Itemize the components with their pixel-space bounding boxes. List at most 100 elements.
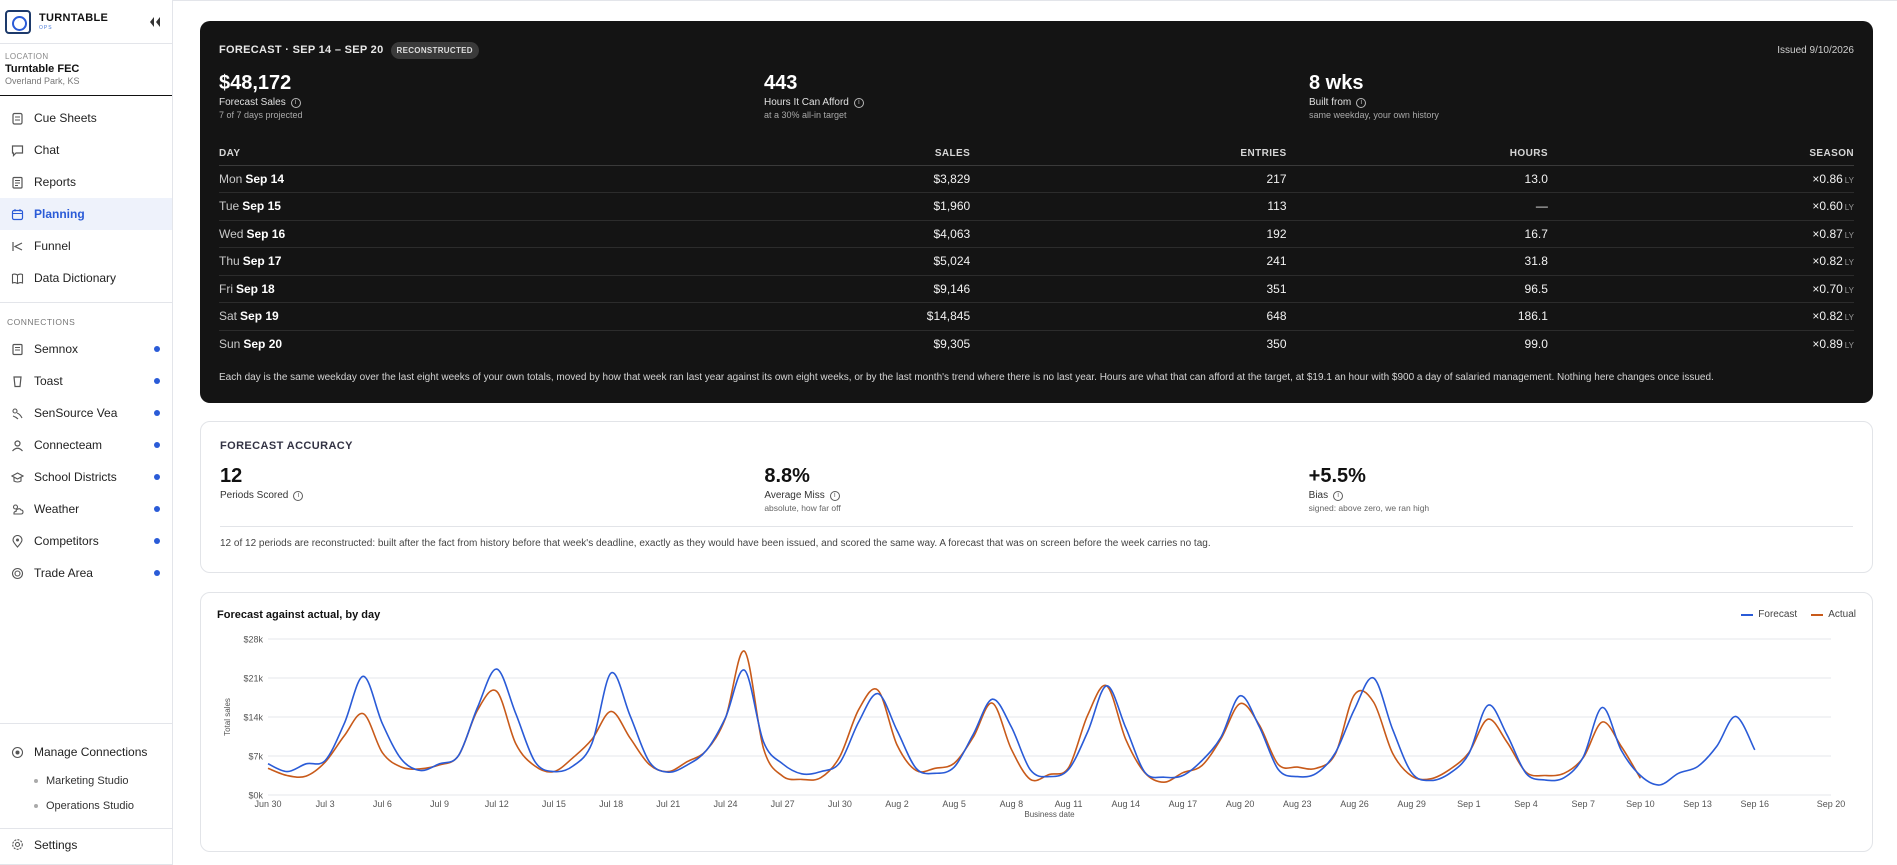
kpi-forecast-sales: $48,172 Forecast Sales i 7 of 7 days proj… — [219, 71, 764, 131]
connection-school-districts[interactable]: School Districts — [0, 461, 172, 493]
y-axis-label: Total sales — [223, 698, 232, 736]
season-value: ×0.82 — [1812, 309, 1843, 324]
table-row: Sat Sep 19 $14,845 648 186.1 ×0.82 LY — [219, 302, 1854, 331]
cell-entries: 351 — [970, 275, 1287, 303]
pin-icon — [10, 534, 24, 548]
kpi-label-text: Hours It Can Afford — [764, 97, 849, 108]
legend-swatch — [1741, 613, 1754, 616]
accuracy-kpis: 12 Periods Scored i 8.8% Average Miss i ab… — [220, 464, 1853, 527]
x-tick-label: Jul 27 — [771, 799, 795, 809]
info-icon[interactable]: i — [853, 97, 864, 108]
info-icon[interactable]: i — [1356, 97, 1367, 108]
connection-label: Semnox — [34, 342, 79, 356]
kpi-value: 8 wks — [1309, 72, 1364, 94]
connection-semnox[interactable]: Semnox — [0, 333, 172, 365]
info-icon[interactable]: i — [829, 490, 840, 501]
connection-competitors[interactable]: Competitors — [0, 525, 172, 557]
main-content: FORECAST · SEP 14 – SEP 20 RECONSTRUCTED… — [173, 0, 1897, 865]
info-icon[interactable]: i — [290, 97, 301, 108]
connections-nav: Semnox Toast SenSource Vea Connecteam Sc — [0, 333, 172, 589]
season-suffix: LY — [1844, 203, 1854, 213]
location-selector[interactable]: LOCATION Turntable FEC Overland Park, KS — [0, 44, 172, 96]
legend-item-forecast[interactable]: Forecast — [1741, 609, 1797, 620]
connection-connecteam[interactable]: Connecteam — [0, 429, 172, 461]
plug-icon — [10, 745, 24, 759]
cell-season: ×0.70 LY — [1547, 275, 1854, 303]
cell-sales: $1,960 — [672, 192, 971, 221]
x-tick-label: Jul 18 — [599, 799, 623, 809]
kpi-sub: signed: above zero, we ran high — [1308, 503, 1430, 513]
x-tick-label: Jul 12 — [485, 799, 509, 809]
table-header-row: DAY SALES ENTRIES HOURS SEASON — [219, 143, 1854, 166]
table-row: Mon Sep 14 $3,829 217 13.0 ×0.86 LY — [219, 165, 1854, 193]
season-value: ×0.86 — [1812, 171, 1843, 186]
x-tick-label: Jul 15 — [542, 799, 566, 809]
marketing-studio-link[interactable]: Marketing Studio — [0, 768, 172, 793]
x-tick-label: Aug 17 — [1169, 799, 1198, 809]
cell-day: Mon Sep 14 — [219, 165, 673, 193]
cell-sales: $9,146 — [672, 275, 971, 303]
cell-date: Sep 17 — [242, 254, 282, 269]
connection-label: Weather — [34, 502, 80, 516]
kpi-bias: +5.5% Bias i signed: above zero, we ran h… — [1309, 464, 1853, 526]
nav-item-reports[interactable]: Reports — [0, 166, 172, 198]
x-tick-label: Sep 16 — [1740, 799, 1769, 809]
manage-connections-link[interactable]: Manage Connections — [0, 736, 172, 768]
reconstructed-badge: RECONSTRUCTED — [390, 41, 479, 59]
y-tick-label: $14k — [243, 713, 263, 723]
cell-hours: 96.5 — [1286, 275, 1548, 303]
x-tick-label: Aug 14 — [1111, 799, 1140, 809]
x-tick-label: Jul 6 — [373, 799, 392, 809]
location-label: LOCATION — [5, 52, 49, 61]
connections-heading: CONNECTIONS — [0, 302, 172, 333]
cell-date: Sep 16 — [246, 226, 286, 241]
cell-hours: 13.0 — [1286, 165, 1548, 193]
operations-studio-link[interactable]: Operations Studio — [0, 793, 172, 818]
kpi-label-text: Built from — [1309, 97, 1352, 108]
brand-name: TURNTABLE — [39, 11, 109, 24]
nav-item-planning[interactable]: Planning — [0, 198, 172, 230]
info-icon[interactable]: i — [1333, 490, 1344, 501]
nav-item-data-dictionary[interactable]: Data Dictionary — [0, 262, 172, 294]
info-icon[interactable]: i — [293, 490, 304, 501]
column-header: DAY — [219, 143, 673, 166]
collapse-sidebar-icon[interactable] — [144, 11, 166, 33]
kpi-label: Built from i — [1309, 97, 1854, 108]
cell-entries: 192 — [970, 220, 1287, 248]
forecast-title: FORECAST · SEP 14 – SEP 20 — [219, 44, 384, 56]
x-tick-label: Sep 4 — [1514, 799, 1538, 809]
connection-sensource-vea[interactable]: SenSource Vea — [0, 397, 172, 429]
connection-toast[interactable]: Toast — [0, 365, 172, 397]
x-tick-label: Jul 9 — [430, 799, 449, 809]
season-suffix: LY — [1844, 285, 1854, 295]
nav-item-cue-sheets[interactable]: Cue Sheets — [0, 102, 172, 134]
kpi-label-text: Forecast Sales — [219, 97, 286, 108]
legend-item-actual[interactable]: Actual — [1811, 609, 1856, 620]
calendar-icon — [10, 207, 24, 221]
cell-sales: $9,305 — [933, 337, 971, 351]
kpi-sub: absolute, how far off — [764, 503, 841, 513]
column-header: SALES — [672, 143, 971, 166]
main-nav: Cue Sheets Chat Reports Planning Funnel … — [0, 96, 172, 294]
cell-sales: $5,024 — [672, 247, 971, 276]
sidebar-footer: Manage Connections Marketing Studio Oper… — [0, 723, 172, 865]
nav-item-funnel[interactable]: Funnel — [0, 230, 172, 262]
connection-trade-area[interactable]: Trade Area — [0, 557, 172, 589]
kpi-sub: at a 30% all-in target — [764, 110, 847, 120]
nav-item-chat[interactable]: Chat — [0, 134, 172, 166]
accuracy-card: FORECAST ACCURACY 12 Periods Scored i 8.8… — [200, 421, 1873, 573]
forecast-table: DAY SALES ENTRIES HOURS SEASON Mon Sep 14… — [219, 143, 1854, 358]
table-row: Thu Sep 17 $5,024 241 31.8 ×0.82 LY — [219, 247, 1854, 276]
season-value: ×0.89 — [1812, 337, 1843, 351]
x-tick-label: Aug 26 — [1340, 799, 1369, 809]
kpi-periods-scored: 12 Periods Scored i — [220, 464, 764, 526]
column-header: HOURS — [1286, 143, 1548, 166]
settings-link[interactable]: Settings — [0, 828, 172, 860]
connection-weather[interactable]: Weather — [0, 493, 172, 525]
cell-day: Wed Sep 16 — [219, 220, 673, 248]
kpi-sub: same weekday, your own history — [1309, 110, 1439, 120]
legend-label: Forecast — [1758, 609, 1798, 620]
forecast-kpis: $48,172 Forecast Sales i 7 of 7 days proj… — [219, 71, 1854, 131]
cell-season: ×0.82 LY — [1547, 302, 1854, 331]
brand-header: TURNTABLE OPS — [0, 0, 172, 44]
